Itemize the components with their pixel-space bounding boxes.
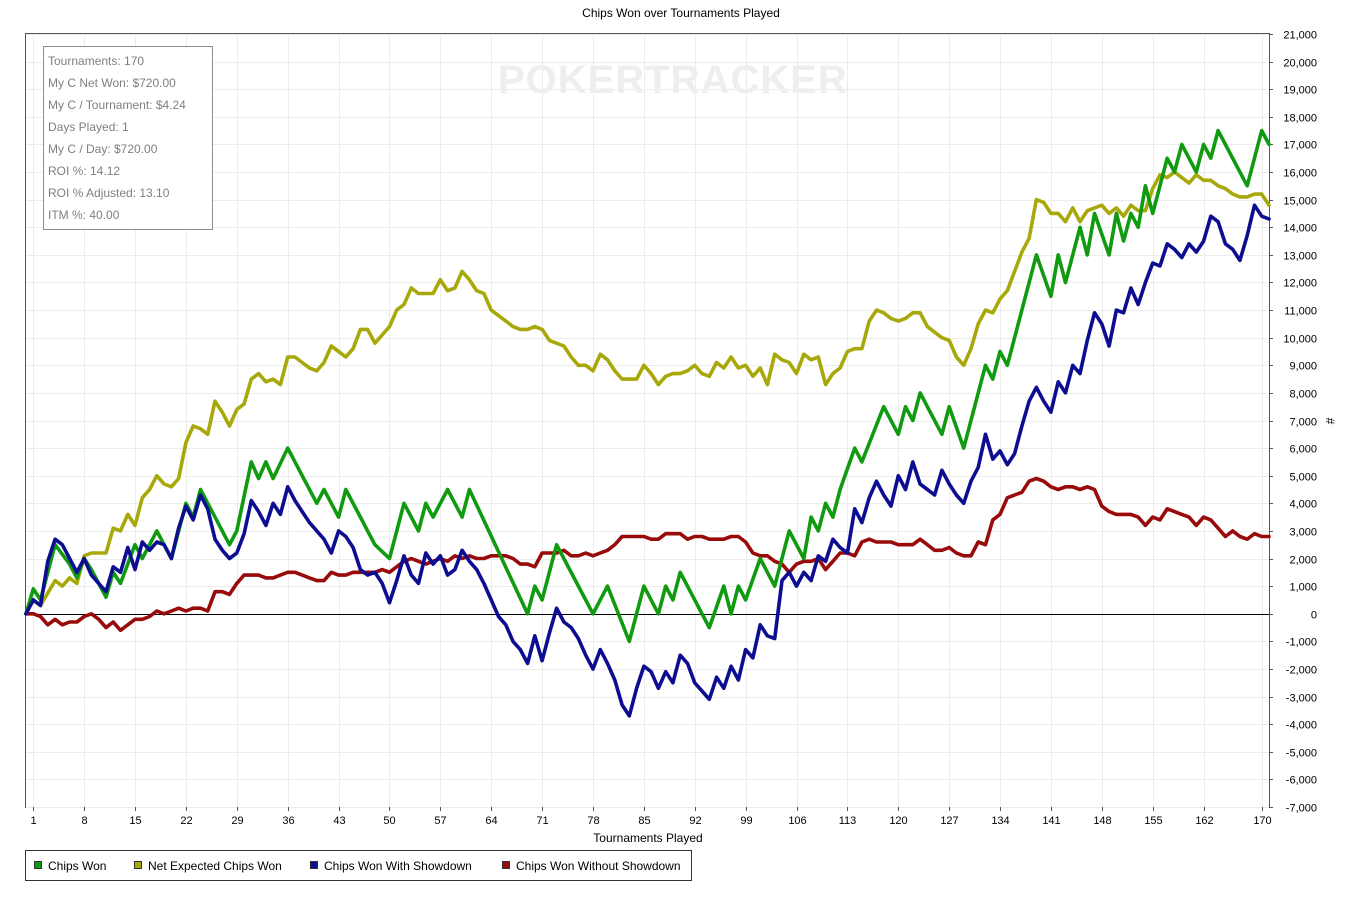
- y-tick-label: 3,000: [1289, 527, 1317, 539]
- x-tick-label: 92: [689, 815, 701, 827]
- x-tick-label: 99: [740, 815, 752, 827]
- stat-tournaments: Tournaments: 170: [48, 54, 145, 68]
- x-tick-label: 8: [81, 815, 87, 827]
- legend-swatch: [310, 861, 318, 869]
- legend: Chips Won Net Expected Chips Won Chips W…: [25, 850, 692, 881]
- x-tick-label: 57: [434, 815, 446, 827]
- x-tick-label: 141: [1042, 815, 1060, 827]
- y-tick-label: 0: [1311, 610, 1317, 622]
- y-tick-label: 9,000: [1289, 361, 1317, 373]
- x-tick-label: 170: [1253, 815, 1271, 827]
- chart-title: Chips Won over Tournaments Played: [582, 6, 780, 20]
- y-tick-label: 14,000: [1283, 223, 1317, 235]
- x-tick-label: 120: [889, 815, 907, 827]
- series-line-3: [24, 476, 1271, 633]
- y-tick-label: 1,000: [1289, 582, 1317, 594]
- y-tick-label: 15,000: [1283, 196, 1317, 208]
- y-tick-label: 10,000: [1283, 334, 1317, 346]
- y-tick-label: 11,000: [1284, 306, 1317, 318]
- y-tick-label: -6,000: [1286, 775, 1317, 787]
- stat-per-day: My C / Day: $720.00: [48, 142, 158, 156]
- series-line-2: [24, 203, 1271, 718]
- y-tick-label: 6,000: [1289, 444, 1317, 456]
- y-tick-label: 17,000: [1283, 140, 1317, 152]
- y-tick-label: 5,000: [1289, 472, 1317, 484]
- x-tick-label: 64: [485, 815, 497, 827]
- x-tick-label: 162: [1195, 815, 1213, 827]
- x-tick-label: 36: [282, 815, 294, 827]
- x-tick-label: 155: [1144, 815, 1162, 827]
- y-axis-label: #: [1323, 418, 1337, 425]
- y-tick-label: 8,000: [1289, 389, 1317, 401]
- x-tick-label: 113: [839, 815, 857, 827]
- stats-panel: Tournaments: 170 My C Net Won: $720.00 M…: [43, 46, 213, 230]
- pokertracker-watermark: POKERTRACKER: [498, 58, 848, 102]
- axes: -7,000 -6,000 -5,000 -4,000 -3,000 -2,000 -1,0…: [26, 30, 1317, 827]
- stat-days-played: Days Played: 1: [48, 120, 129, 134]
- legend-swatch: [134, 861, 142, 869]
- stat-roi-adjusted: ROI % Adjusted: 13.10: [48, 186, 170, 200]
- x-tick-label: 22: [180, 815, 192, 827]
- stat-roi: ROI %: 14.12: [48, 164, 121, 178]
- y-tick-label: 20,000: [1283, 58, 1317, 70]
- legend-swatch: [502, 861, 510, 869]
- y-tick-label: 12,000: [1283, 278, 1317, 290]
- series-line-0: [24, 128, 1271, 644]
- x-tick-label: 134: [991, 815, 1009, 827]
- x-tick-label: 78: [587, 815, 599, 827]
- x-axis-label: Tournaments Played: [593, 831, 702, 845]
- y-tick-label: 13,000: [1283, 251, 1317, 263]
- x-tick-label: 71: [536, 815, 548, 827]
- stat-net-won: My C Net Won: $720.00: [48, 76, 176, 90]
- y-tick-label: 4,000: [1289, 499, 1317, 511]
- x-tick-label: 106: [788, 815, 806, 827]
- y-tick-label: -2,000: [1286, 665, 1317, 677]
- legend-label: Chips Won With Showdown: [324, 859, 472, 873]
- x-tick-label: 29: [231, 815, 243, 827]
- x-tick-label: 148: [1093, 815, 1111, 827]
- y-tick-label: 18,000: [1283, 113, 1317, 125]
- y-tick-label: -7,000: [1286, 803, 1317, 815]
- legend-label: Chips Won Without Showdown: [516, 859, 681, 873]
- stat-per-tournament: My C / Tournament: $4.24: [48, 98, 186, 112]
- legend-label: Net Expected Chips Won: [148, 859, 282, 873]
- y-tick-label: -4,000: [1286, 720, 1317, 732]
- y-tick-label: -3,000: [1286, 693, 1317, 705]
- x-tick-label: 1: [30, 815, 36, 827]
- y-tick-label: 7,000: [1289, 417, 1317, 429]
- x-tick-label: 50: [383, 815, 395, 827]
- x-tick-label: 43: [333, 815, 345, 827]
- y-tick-label: 19,000: [1283, 85, 1317, 97]
- x-tick-label: 127: [940, 815, 958, 827]
- y-tick-label: -1,000: [1286, 637, 1317, 649]
- series-line-1: [24, 170, 1271, 616]
- stat-itm: ITM %: 40.00: [48, 208, 120, 222]
- y-tick-label: -5,000: [1286, 748, 1317, 760]
- y-tick-label: 2,000: [1289, 555, 1317, 567]
- x-tick-label: 85: [638, 815, 650, 827]
- legend-label: Chips Won: [48, 859, 107, 873]
- y-tick-label: 21,000: [1283, 30, 1317, 42]
- legend-swatch: [34, 861, 42, 869]
- x-tick-label: 15: [129, 815, 141, 827]
- y-tick-label: 16,000: [1283, 168, 1317, 180]
- series-lines: [24, 128, 1271, 718]
